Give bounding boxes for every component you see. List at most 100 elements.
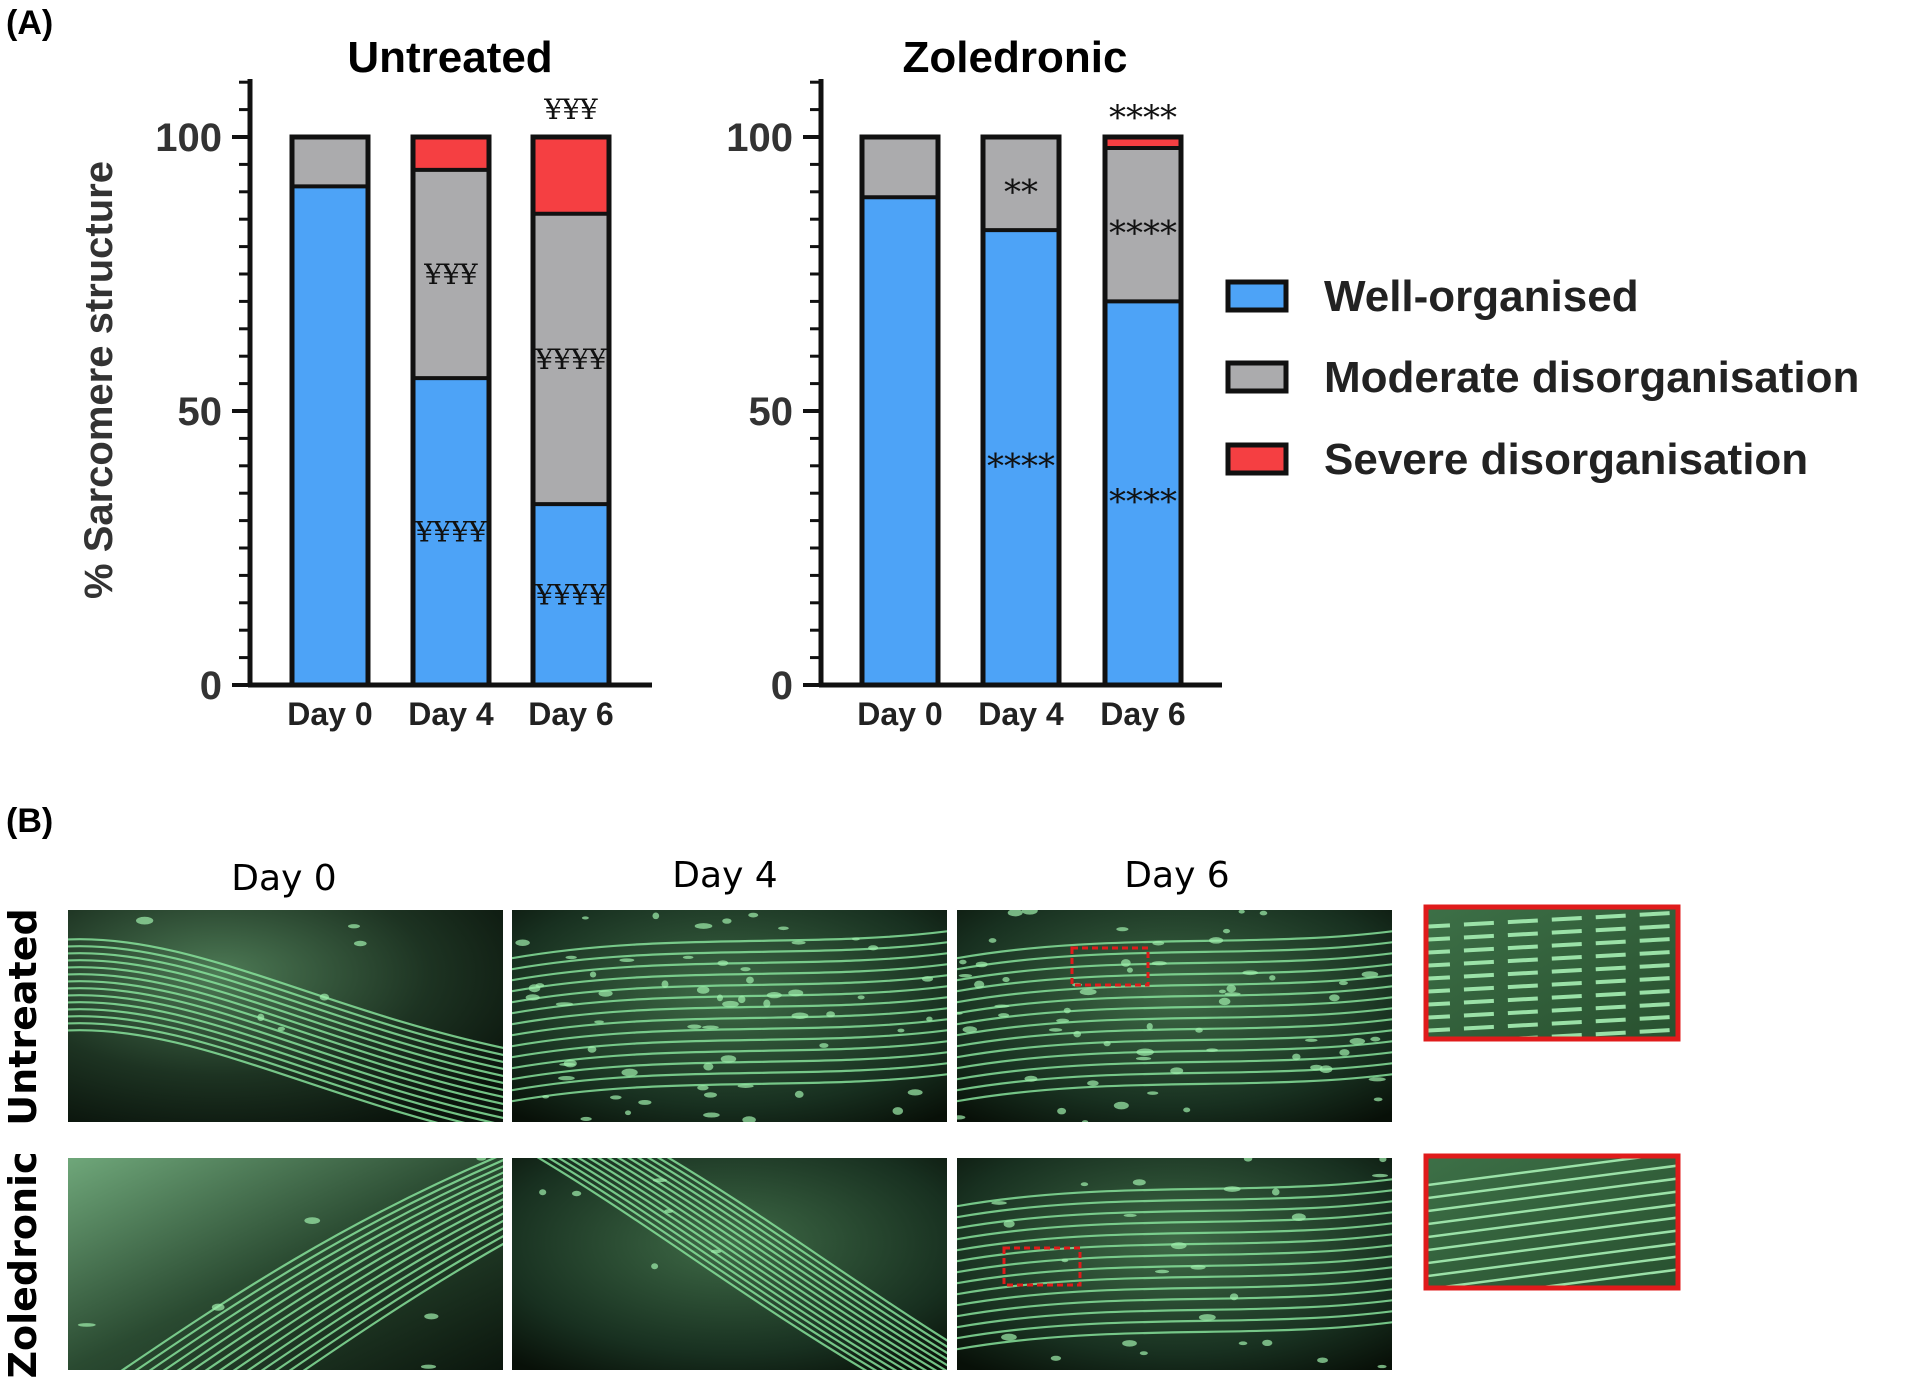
bar-outline [980, 134, 1062, 688]
fluorescent-speckle [1226, 984, 1237, 993]
striation-line [134, 1159, 503, 1370]
fluorescent-speckle [1063, 1007, 1071, 1014]
fluorescent-speckle [716, 994, 723, 1002]
striation-line [957, 1007, 1392, 1037]
striation-line [68, 959, 503, 1070]
striation-line [957, 1277, 1392, 1307]
fluorescent-speckle [1339, 1049, 1350, 1056]
fluorescent-speckle [1007, 910, 1023, 917]
y-tick-label: 100 [155, 116, 222, 160]
fluorescent-speckle [710, 1249, 722, 1254]
striation-line [68, 952, 503, 1063]
fluorescent-speckle [722, 918, 732, 924]
striation-line [636, 1158, 947, 1361]
fluorescent-speckle [1151, 961, 1167, 966]
bar-moderate [1105, 147, 1181, 302]
fluorescent-speckle [1113, 1101, 1129, 1110]
fluorescent-speckle [682, 955, 694, 959]
bar-well [413, 378, 489, 685]
fluorescent-speckle [892, 1107, 904, 1115]
fluorescent-speckle [1195, 1027, 1203, 1033]
striation-line [512, 1007, 947, 1037]
significance-annotation: ¥¥¥¥ [534, 343, 606, 376]
fluorescent-speckle [1103, 1041, 1111, 1047]
fluorescent-speckle [962, 1026, 978, 1033]
fluorescent-speckle [826, 1011, 835, 1018]
day-0-column-label: Day 0 [231, 858, 336, 899]
bar-outline [530, 134, 612, 688]
fluorescent-speckle [738, 995, 746, 1004]
fluorescent-speckle [722, 1000, 739, 1008]
micrograph-background [957, 910, 1392, 1122]
bar-moderate [862, 137, 938, 198]
fluorescent-speckle [1243, 1158, 1253, 1162]
legend-label-moderate: Moderate disorganisation [1324, 353, 1859, 402]
fluorescent-speckle [277, 1026, 286, 1031]
fluorescent-speckle [926, 1016, 933, 1022]
striation-line [190, 1184, 503, 1370]
striation-line [957, 1310, 1392, 1340]
striation-line [512, 996, 947, 1026]
striation-line [606, 1158, 938, 1370]
fluorescent-speckle [1136, 1048, 1154, 1056]
striation-line [302, 1242, 503, 1370]
striation-line [1426, 923, 1678, 942]
striation-line [512, 974, 947, 1004]
fluorescent-speckle [1050, 1355, 1062, 1361]
striation-line [1426, 1014, 1678, 1033]
striation-line [68, 966, 503, 1077]
fluorescent-speckle [1135, 1056, 1152, 1061]
fluorescent-speckle [788, 989, 804, 997]
striation-line [68, 938, 503, 1049]
striation-line [1426, 949, 1678, 968]
fluorescent-speckle [1073, 1030, 1082, 1038]
striation-line [68, 1022, 466, 1122]
fluorescent-speckle [1238, 1341, 1248, 1346]
bar-well [292, 186, 368, 685]
fluorescent-speckle [580, 1116, 592, 1122]
fluorescent-speckle [515, 939, 530, 946]
fluorescent-speckle [1132, 1179, 1146, 1186]
fluorescent-speckle [794, 1090, 804, 1098]
fluorescent-speckle [594, 1020, 604, 1024]
fluorescent-speckle [1218, 989, 1226, 994]
fluorescent-speckle [257, 1013, 265, 1022]
striation-line [512, 952, 947, 982]
fluorescent-speckle [1147, 1091, 1159, 1095]
striation-line [957, 1051, 1392, 1081]
fluorescent-speckle [957, 1115, 966, 1120]
fluorescent-speckle [619, 958, 635, 963]
fluorescent-speckle [1218, 997, 1231, 1006]
day-4-column-label: Day 4 [672, 855, 777, 896]
fluorescent-speckle [921, 976, 934, 982]
fluorescent-speckle [353, 940, 367, 947]
striation-line [176, 1177, 503, 1370]
fluorescent-speckle [742, 1116, 756, 1122]
striation-line [204, 1191, 503, 1370]
significance-annotation: ** [1004, 173, 1038, 213]
striation-line [576, 1158, 908, 1370]
striation-line [68, 1015, 496, 1122]
zoom-border [1423, 904, 1681, 1042]
striation-line [512, 1051, 947, 1081]
fluorescent-speckle [1021, 910, 1038, 915]
fluorescent-speckle [959, 959, 967, 965]
fluorescent-speckle [598, 990, 613, 997]
fluorescent-speckle [791, 940, 806, 945]
legend-swatch-moderate [1225, 360, 1289, 394]
fluorescent-speckle [1223, 1186, 1241, 1192]
fluorescent-speckle [1292, 1053, 1301, 1061]
fluorescent-speckle [897, 1028, 905, 1033]
y-tick-label: 100 [726, 116, 793, 160]
fluorescent-speckle [1206, 1048, 1219, 1052]
fluorescent-speckle [1198, 1314, 1216, 1321]
x-tick-label: Day 0 [857, 696, 942, 732]
legend-label-well: Well-organised [1324, 272, 1639, 321]
bar-outline [859, 134, 941, 688]
fluorescent-speckle [696, 986, 710, 994]
micrograph-zoledronic-day-4 [512, 1158, 947, 1370]
striation-line [68, 994, 503, 1105]
fluorescent-speckle [1310, 1064, 1323, 1071]
fluorescent-speckle [991, 1201, 1007, 1205]
striation-line [1426, 1190, 1678, 1226]
